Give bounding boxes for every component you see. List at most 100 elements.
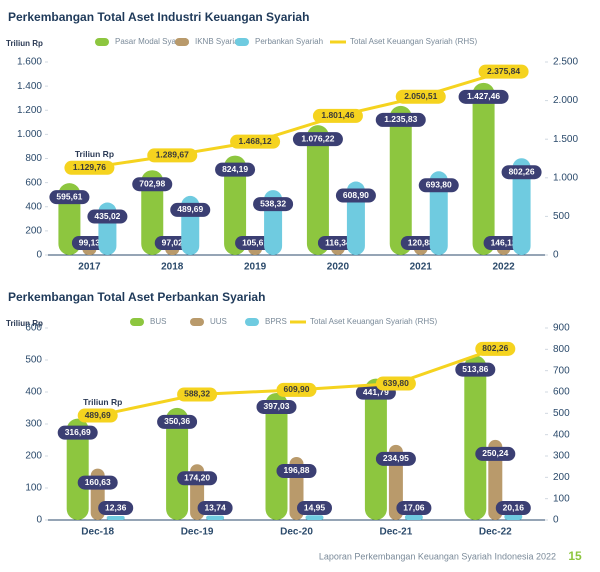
y-tick-label: 100 (25, 483, 42, 494)
legend-label: Total Aset Keuangan Syariah (RHS) (350, 37, 478, 46)
value-label: 105,61 (242, 237, 268, 247)
value-label: 234,95 (383, 453, 409, 463)
y-tick-label: 200 (25, 226, 42, 237)
bar (224, 155, 247, 255)
y-tick-label: 500 (25, 355, 42, 366)
y2-tick-label: 300 (553, 451, 570, 462)
legend-label: Perbankan Syariah (255, 37, 323, 46)
legend-label: Pasar Modal Syariah (115, 37, 189, 46)
value-label: 824,19 (222, 164, 248, 174)
x-tick-label: 2021 (410, 262, 433, 273)
value-label: 513,86 (462, 364, 488, 374)
y-axis-label: Triliun Rp (6, 319, 43, 328)
x-tick-label: 2019 (244, 262, 267, 273)
value-label-bg (396, 501, 432, 515)
value-label-bg (154, 236, 190, 250)
y-tick-label: 0 (36, 250, 42, 261)
y-axis-label: Triliun Rp (6, 39, 43, 48)
value-label-bg (215, 162, 256, 177)
y2-tick-label: 1.000 (553, 172, 578, 183)
value-label-bg (132, 177, 173, 192)
line-label-bg (77, 408, 118, 423)
value-label: 20,16 (503, 502, 525, 512)
y2-tick-label: 2.500 (553, 57, 578, 68)
annotation: Triliun Rp (83, 397, 122, 407)
y-tick-label: 800 (25, 153, 42, 164)
value-label: 1.076,22 (301, 133, 334, 143)
bar (166, 407, 189, 520)
y-tick-label: 1.400 (17, 81, 42, 92)
x-tick-label: 2022 (492, 262, 515, 273)
bar (504, 513, 523, 520)
value-label: 1.427,46 (467, 91, 500, 101)
value-label: 99,13 (79, 237, 101, 247)
chart-title: Perkembangan Total Aset Industri Keuanga… (8, 10, 309, 24)
value-label-bg (292, 132, 343, 147)
value-label: 196,88 (284, 465, 310, 475)
value-label: 250,24 (482, 448, 508, 458)
bar (306, 125, 329, 255)
value-label-bg (335, 188, 376, 203)
bar (472, 82, 495, 255)
legend-label: UUS (210, 317, 227, 326)
y2-tick-label: 100 (553, 493, 570, 504)
value-label: 12,36 (105, 502, 127, 512)
value-label: 116,34 (325, 237, 351, 247)
line-label-bg (395, 89, 446, 104)
line-label: 609,90 (284, 384, 310, 394)
legend-swatch (175, 38, 189, 46)
bar (364, 378, 387, 520)
value-label: 435,02 (94, 211, 120, 221)
page-number: 15 (568, 549, 582, 563)
value-label-bg (71, 236, 107, 250)
y-tick-label: 1.600 (17, 57, 42, 68)
y2-tick-label: 800 (553, 344, 570, 355)
value-label: 441,79 (363, 387, 389, 397)
y2-tick-label: 700 (553, 365, 570, 376)
value-label: 1.235,83 (384, 114, 417, 124)
value-label-bg (177, 471, 218, 486)
y-tick-label: 0 (36, 515, 42, 526)
legend-swatch (95, 38, 109, 46)
bar (206, 515, 225, 520)
line-label-bg (276, 382, 317, 397)
x-tick-label: Dec-22 (479, 527, 512, 538)
value-label-bg (455, 362, 496, 377)
legend-label: BUS (150, 317, 166, 326)
value-label-bg (418, 178, 459, 193)
line-label-bg (478, 64, 529, 79)
y-tick-label: 400 (25, 201, 42, 212)
value-label: 316,69 (65, 427, 91, 437)
y-tick-label: 200 (25, 451, 42, 462)
value-label: 802,26 (509, 166, 535, 176)
value-label: 17,06 (403, 502, 425, 512)
bar (464, 355, 487, 520)
value-label: 538,32 (260, 198, 286, 208)
value-label-bg (256, 399, 297, 414)
value-label: 595,61 (56, 191, 82, 201)
value-label-bg (87, 209, 128, 224)
value-label: 97,02 (162, 237, 184, 247)
bar (265, 392, 288, 520)
value-label: 693,80 (426, 180, 452, 190)
value-label-bg (501, 165, 542, 180)
x-tick-label: 2018 (161, 262, 184, 273)
value-label-bg (49, 190, 90, 205)
legend-swatch (190, 318, 204, 326)
legend-swatch (245, 318, 259, 326)
bar (389, 105, 412, 255)
x-tick-label: Dec-21 (379, 527, 412, 538)
value-label-bg (475, 446, 516, 461)
y2-tick-label: 0 (553, 515, 559, 526)
x-tick-label: Dec-20 (280, 527, 313, 538)
y-tick-label: 300 (25, 419, 42, 430)
bar (404, 514, 423, 520)
line-label: 489,69 (85, 410, 111, 420)
y-tick-label: 1.200 (17, 105, 42, 116)
y2-tick-label: 400 (553, 429, 570, 440)
value-label-bg (197, 501, 233, 515)
value-label-bg (170, 202, 211, 217)
line-label-bg (312, 108, 363, 123)
y-tick-label: 600 (25, 323, 42, 334)
